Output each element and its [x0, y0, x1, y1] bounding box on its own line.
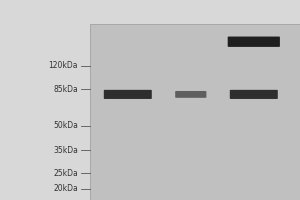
- Bar: [90, 24, 300, 200]
- FancyBboxPatch shape: [228, 37, 280, 47]
- Text: 120kDa: 120kDa: [49, 61, 78, 70]
- FancyBboxPatch shape: [175, 91, 206, 98]
- Text: 50kDa: 50kDa: [53, 121, 78, 130]
- Text: 35kDa: 35kDa: [53, 146, 78, 155]
- Text: 25kDa: 25kDa: [53, 169, 78, 178]
- FancyBboxPatch shape: [230, 90, 278, 99]
- Text: 85kDa: 85kDa: [53, 85, 78, 94]
- FancyBboxPatch shape: [104, 90, 152, 99]
- Text: 20kDa: 20kDa: [53, 184, 78, 193]
